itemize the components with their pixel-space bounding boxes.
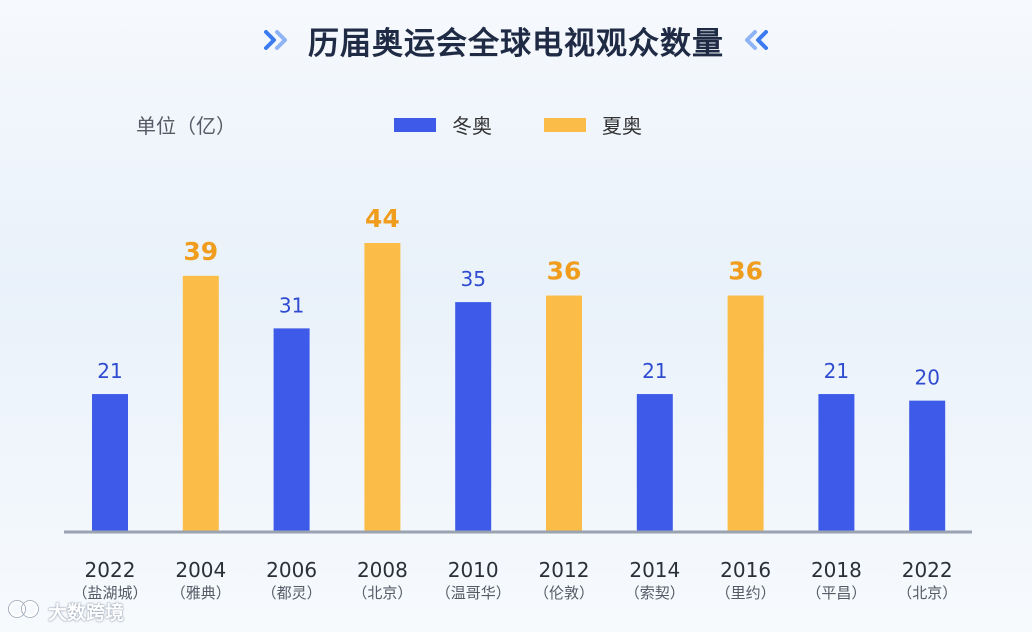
x-sublabel-8: （平昌） [806, 584, 866, 602]
x-tick-label-9: 2022 [902, 558, 953, 582]
x-sublabel-9: （北京） [897, 584, 957, 602]
bar-winter-9 [909, 400, 946, 532]
watermark-logo-icon [8, 598, 42, 625]
x-sublabel-6: （索契） [625, 584, 685, 602]
data-label-6: 21 [642, 359, 667, 383]
x-sublabel-7: （里约） [716, 584, 776, 602]
x-tick-label-6: 2014 [629, 558, 680, 582]
watermark: 大数跨境 [8, 598, 124, 625]
data-label-8: 21 [824, 359, 849, 383]
bar-summer-7 [727, 295, 764, 532]
x-tick-label-3: 2008 [357, 558, 408, 582]
data-label-1: 39 [183, 237, 218, 266]
x-sublabel-0: （盐湖城） [72, 584, 147, 602]
x-sublabel-4: （温哥华） [436, 584, 511, 602]
data-label-0: 21 [97, 359, 122, 383]
legend-item-summer: 夏奥 [544, 110, 642, 139]
x-tick-label-5: 2012 [539, 558, 590, 582]
x-sublabel-1: （雅典） [171, 584, 231, 602]
bar-summer-3 [364, 243, 401, 532]
legend-swatch-winter [394, 117, 436, 132]
x-tick-label-2: 2006 [266, 558, 317, 582]
bar-winter-6 [636, 394, 673, 532]
x-sublabel-2: （都灵） [262, 584, 322, 602]
unit-label: 单位（亿） [136, 114, 236, 138]
bar-winter-2 [273, 328, 310, 532]
data-label-4: 35 [460, 267, 485, 291]
bar-summer-5 [546, 295, 582, 532]
legend-label-winter: 冬奥 [452, 114, 492, 138]
x-tick-label-8: 2018 [811, 558, 862, 582]
chart-title: 历届奥运会全球电视观众数量 [308, 25, 724, 62]
double-chevron-left-icon [738, 29, 768, 51]
x-tick-label-0: 2022 [85, 558, 136, 582]
x-sublabel-5: （伦敦） [534, 584, 594, 602]
data-label-2: 31 [279, 293, 304, 317]
x-sublabel-3: （北京） [352, 584, 412, 602]
legend-swatch-summer [544, 117, 586, 132]
data-label-5: 36 [547, 257, 582, 286]
data-label-3: 44 [365, 204, 400, 233]
bar-winter-4 [455, 302, 492, 532]
data-label-7: 36 [728, 257, 763, 286]
double-chevron-right-icon [264, 29, 294, 51]
x-tick-label-1: 2004 [175, 558, 226, 582]
bar-winter-8 [818, 394, 855, 532]
chart-title-bar: 历届奥运会全球电视观众数量 [0, 14, 1032, 66]
legend-item-winter: 冬奥 [394, 110, 492, 139]
bar-winter-0 [92, 394, 128, 532]
watermark-text: 大数跨境 [48, 602, 125, 624]
legend-label-summer: 夏奥 [602, 114, 642, 138]
data-label-9: 20 [914, 366, 939, 390]
x-tick-label-4: 2010 [448, 558, 499, 582]
bar-summer-1 [182, 275, 219, 532]
x-tick-label-7: 2016 [720, 558, 771, 582]
